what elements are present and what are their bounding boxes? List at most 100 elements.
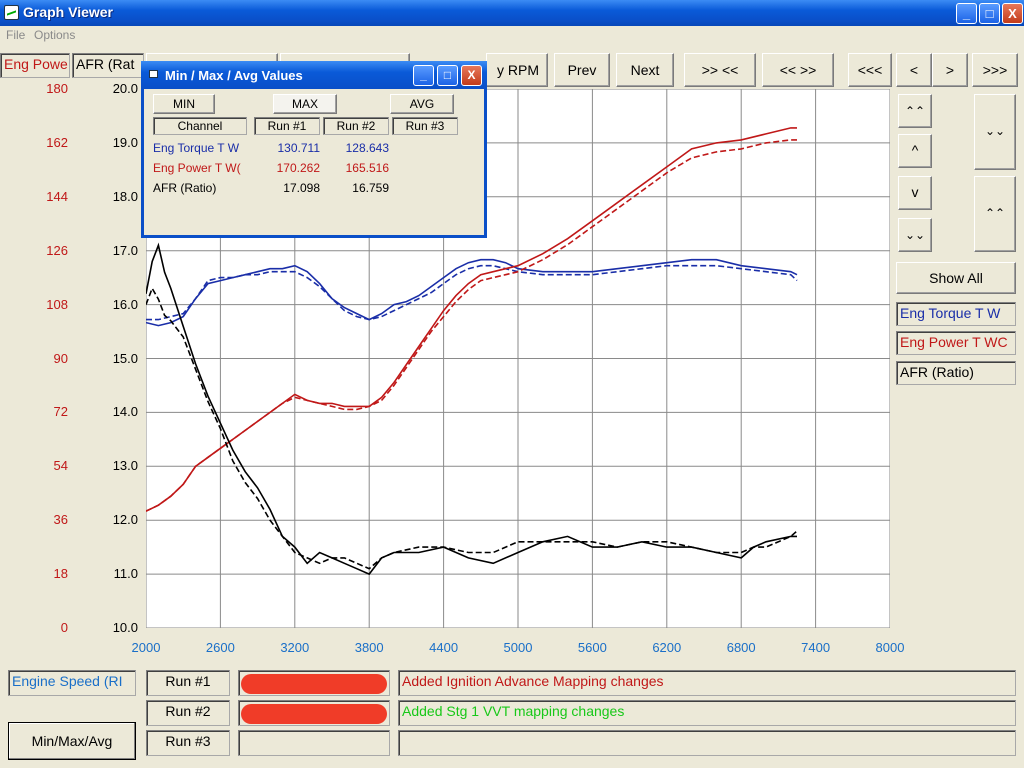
maximize-button[interactable]: □ <box>979 3 1000 24</box>
dialog-icon <box>149 70 158 78</box>
min-max-avg-button[interactable]: Min/Max/Avg <box>8 722 136 760</box>
x-tick-label: 5600 <box>577 640 607 655</box>
row-run1: 17.098 <box>283 181 320 195</box>
y-tick-power: 0 <box>60 620 68 635</box>
row-run2: 128.643 <box>345 141 389 155</box>
y-tick-power: 108 <box>46 296 68 312</box>
y-tick-afr: 14.0 <box>112 404 138 420</box>
y-tick-power: 36 <box>53 512 68 528</box>
channel-field-power[interactable]: Eng Powe <box>0 53 70 78</box>
y-tick-afr: 18.0 <box>112 188 138 204</box>
x-tick-label: 2000 <box>131 640 161 655</box>
run3-label: Run #3 <box>146 730 230 756</box>
min-tab[interactable]: MIN <box>153 94 215 114</box>
row-run2: 165.516 <box>345 161 389 175</box>
y-tick-power: 180 <box>46 81 68 96</box>
legend-afr[interactable]: AFR (Ratio) <box>896 361 1016 385</box>
y-tick-power: 54 <box>53 458 68 474</box>
row-channel: AFR (Ratio) <box>153 181 217 195</box>
run1-label: Run #1 <box>146 670 230 696</box>
y-tick-power: 72 <box>53 404 68 420</box>
scroll-far-right-button[interactable]: >>> <box>972 53 1018 87</box>
dialog-close-button[interactable]: X <box>461 65 482 86</box>
next-button[interactable]: Next <box>616 53 674 87</box>
y-tick-afr: 10.0 <box>112 620 138 635</box>
header-channel: Channel <box>153 117 247 135</box>
menu-bar: File Options <box>0 26 1024 44</box>
series-line-5 <box>145 286 798 570</box>
run1-note[interactable]: Added Ignition Advance Mapping changes <box>398 670 1016 696</box>
legend-torque[interactable]: Eng Torque T W <box>896 302 1016 326</box>
row-run2: 16.759 <box>352 181 389 195</box>
dialog-maximize-button[interactable]: □ <box>437 65 458 86</box>
y-tick-power: 90 <box>53 350 68 366</box>
dialog-title: Min / Max / Avg Values <box>165 68 303 83</box>
row-channel: Eng Power T W( <box>153 161 241 175</box>
max-tab[interactable]: MAX <box>273 94 337 114</box>
y-tick-power: 162 <box>46 134 68 150</box>
menu-file[interactable]: File <box>6 28 26 42</box>
zoom-in-x-button[interactable]: >> << <box>684 53 756 87</box>
run2-note[interactable]: Added Stg 1 VVT mapping changes <box>398 700 1016 726</box>
redaction-mark <box>241 674 387 694</box>
by-rpm-button[interactable]: y RPM <box>486 53 548 87</box>
show-all-button[interactable]: Show All <box>896 262 1016 294</box>
min-max-avg-dialog: Min / Max / Avg Values _ □ X MIN MAX AVG… <box>141 61 487 238</box>
avg-tab[interactable]: AVG <box>390 94 454 114</box>
x-tick-label: 3800 <box>354 640 384 655</box>
x-channel-field[interactable]: Engine Speed (RI <box>8 670 136 696</box>
zoom-out-x-button[interactable]: << >> <box>762 53 834 87</box>
y-tick-afr: 16.0 <box>112 296 138 312</box>
series-line-1 <box>146 264 798 321</box>
plot-area <box>145 88 891 629</box>
y-tick-afr: 19.0 <box>112 134 138 150</box>
x-tick-label: 6200 <box>652 640 682 655</box>
row-channel: Eng Torque T W <box>153 141 240 155</box>
series-line-0 <box>145 258 798 327</box>
y-tick-afr: 11.0 <box>113 566 138 582</box>
menu-options[interactable]: Options <box>34 28 76 42</box>
app-icon <box>4 5 19 20</box>
scroll-down-fast-button[interactable]: ⌄⌄ <box>898 218 932 252</box>
x-tick-label: 7400 <box>801 640 831 655</box>
y-tick-afr: 15.0 <box>112 350 138 366</box>
x-tick-label: 3200 <box>280 640 310 655</box>
run1-file-field[interactable] <box>238 670 390 696</box>
y-tick-afr: 17.0 <box>112 242 138 258</box>
x-tick-label: 4400 <box>429 640 459 655</box>
zoom-in-y-button[interactable]: ⌄⌄ <box>974 94 1016 170</box>
run3-note[interactable] <box>398 730 1016 756</box>
row-run1: 170.262 <box>276 161 320 175</box>
run2-label: Run #2 <box>146 700 230 726</box>
x-tick-label: 2600 <box>205 640 235 655</box>
scroll-up-button[interactable]: ^ <box>898 134 932 168</box>
dialog-title-bar: Min / Max / Avg Values _ □ X <box>141 61 487 89</box>
channel-field-afr[interactable]: AFR (Rat <box>72 53 144 78</box>
header-run2: Run #2 <box>323 117 389 135</box>
prev-button[interactable]: Prev <box>554 53 610 87</box>
y-tick-power: 18 <box>53 566 68 582</box>
y-tick-power: 144 <box>46 188 68 204</box>
series-line-3 <box>145 139 797 512</box>
series-line-2 <box>145 127 797 512</box>
run2-file-field[interactable] <box>238 700 390 726</box>
title-bar: Graph Viewer _ □ X <box>0 0 1024 26</box>
run3-file-field[interactable] <box>238 730 390 756</box>
row-run1: 130.711 <box>277 141 321 155</box>
y-tick-afr: 12.0 <box>112 512 138 528</box>
scroll-up-fast-button[interactable]: ⌃⌃ <box>898 94 932 128</box>
x-tick-label: 6800 <box>726 640 756 655</box>
zoom-out-y-button[interactable]: ⌃⌃ <box>974 176 1016 252</box>
dialog-minimize-button[interactable]: _ <box>413 65 434 86</box>
scroll-far-left-button[interactable]: <<< <box>848 53 892 87</box>
scroll-right-button[interactable]: > <box>932 53 968 87</box>
header-run3: Run #3 <box>392 117 458 135</box>
minimize-button[interactable]: _ <box>956 3 977 24</box>
x-tick-label: 5000 <box>503 640 533 655</box>
scroll-left-button[interactable]: < <box>896 53 932 87</box>
y-tick-afr: 13.0 <box>112 458 138 474</box>
scroll-down-button[interactable]: v <box>898 176 932 210</box>
close-button[interactable]: X <box>1002 3 1023 24</box>
legend-power[interactable]: Eng Power T WC <box>896 331 1016 355</box>
y-tick-afr: 20.0 <box>112 81 138 96</box>
